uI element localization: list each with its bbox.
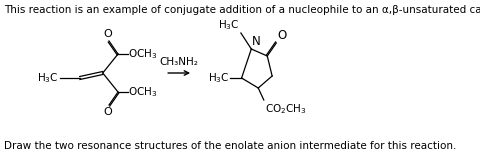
Text: Draw the two resonance structures of the enolate anion intermediate for this rea: Draw the two resonance structures of the… <box>4 141 456 151</box>
Text: This reaction is an example of conjugate addition of a nucleophile to an α,β-uns: This reaction is an example of conjugate… <box>4 5 480 15</box>
Text: O: O <box>278 29 287 42</box>
Text: CO$_2$CH$_3$: CO$_2$CH$_3$ <box>265 102 307 116</box>
Text: O: O <box>103 29 112 39</box>
Text: OCH$_3$: OCH$_3$ <box>129 47 158 61</box>
Text: CH₃NH₂: CH₃NH₂ <box>160 57 199 67</box>
Text: N: N <box>252 35 261 48</box>
Text: OCH$_3$: OCH$_3$ <box>129 85 158 99</box>
Text: O: O <box>103 107 112 117</box>
Text: H$_3$C: H$_3$C <box>218 18 240 32</box>
Text: H$_3$C: H$_3$C <box>37 71 58 85</box>
Text: H$_3$C: H$_3$C <box>207 71 229 85</box>
